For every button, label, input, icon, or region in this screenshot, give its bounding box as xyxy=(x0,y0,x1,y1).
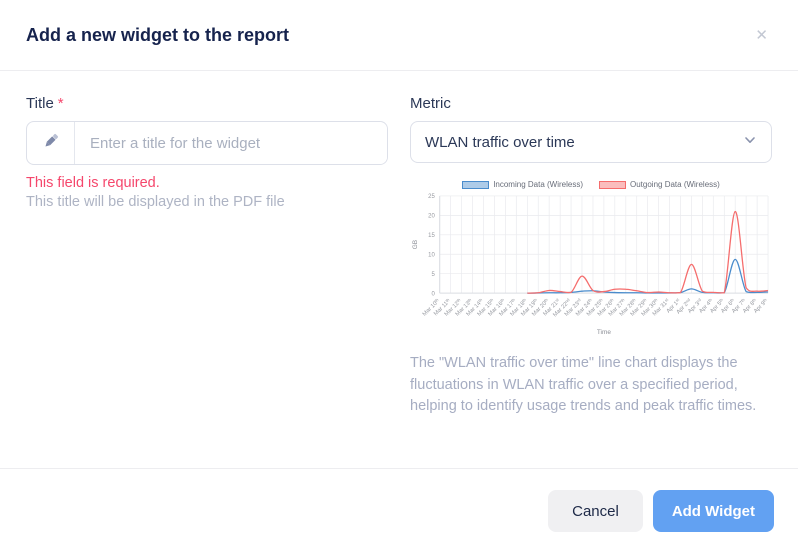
title-input-prefix xyxy=(27,122,75,164)
metric-selected-value: WLAN traffic over time xyxy=(425,133,575,151)
pencil-icon xyxy=(42,132,60,155)
title-label: Title * xyxy=(26,95,64,112)
legend-item[interactable]: Incoming Data (Wireless) xyxy=(462,180,583,189)
legend-item[interactable]: Outgoing Data (Wireless) xyxy=(599,180,720,189)
title-helper-text: This title will be displayed in the PDF … xyxy=(26,194,285,210)
legend-label: Incoming Data (Wireless) xyxy=(493,180,583,189)
y-tick-label: 0 xyxy=(431,291,435,297)
y-tick-label: 20 xyxy=(428,214,435,220)
x-axis-title: Time xyxy=(597,329,611,336)
add-widget-button[interactable]: Add Widget xyxy=(652,490,774,532)
modal-footer: Cancel Add Widget xyxy=(0,468,798,553)
modal-title: Add a new widget to the report xyxy=(26,24,290,45)
modal-body: Title * T xyxy=(0,71,798,442)
metric-label: Metric xyxy=(410,95,451,112)
metric-select[interactable]: WLAN traffic over time xyxy=(410,121,772,163)
modal-header: Add a new widget to the report ✕ xyxy=(0,0,798,71)
y-tick-label: 15 xyxy=(428,233,435,239)
close-icon: ✕ xyxy=(755,26,768,44)
title-error-message: This field is required. xyxy=(26,175,160,191)
close-button[interactable]: ✕ xyxy=(751,24,772,47)
series-line xyxy=(527,210,769,294)
title-input-group xyxy=(26,121,388,165)
y-tick-label: 5 xyxy=(431,272,435,278)
metric-column: Metric WLAN traffic over time Incoming D… xyxy=(410,95,772,418)
chevron-down-icon xyxy=(743,133,757,151)
chart-legend: Incoming Data (Wireless) Outgoing Data (W… xyxy=(410,180,772,189)
legend-swatch-icon xyxy=(599,180,626,189)
y-tick-label: 25 xyxy=(428,194,435,200)
legend-swatch-icon xyxy=(462,180,490,189)
legend-label: Outgoing Data (Wireless) xyxy=(630,180,720,189)
y-axis-title: GB xyxy=(412,240,419,249)
title-input[interactable] xyxy=(75,122,387,164)
required-asterisk: * xyxy=(57,95,64,112)
y-tick-label: 10 xyxy=(428,252,435,258)
cancel-button[interactable]: Cancel xyxy=(548,490,643,532)
title-column: Title * T xyxy=(26,95,388,418)
chart-preview: Incoming Data (Wireless) Outgoing Data (W… xyxy=(410,180,772,340)
chart-description: The "WLAN traffic over time" line chart … xyxy=(410,354,757,415)
